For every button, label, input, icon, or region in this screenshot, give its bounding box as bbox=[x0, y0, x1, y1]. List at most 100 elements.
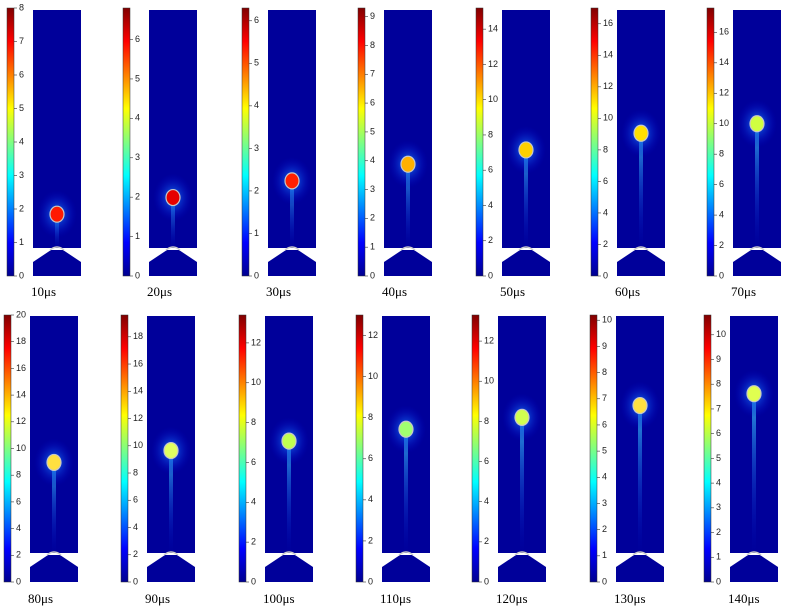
meniscus bbox=[746, 551, 762, 556]
time-label: 100μs bbox=[263, 591, 295, 606]
panel: 0 2 4 6 8 10 12 14 16 60μs bbox=[590, 7, 665, 299]
tick-label: 3 bbox=[370, 184, 375, 194]
tick-label: 4 bbox=[716, 477, 721, 487]
tick-label: 6 bbox=[16, 496, 21, 506]
tick-label: 6 bbox=[716, 428, 721, 438]
tick-label: 8 bbox=[133, 467, 138, 477]
tick-label: 4 bbox=[368, 494, 373, 504]
tick-label: 2 bbox=[16, 550, 21, 560]
droplet bbox=[746, 385, 762, 403]
tick-label: 2 bbox=[603, 239, 608, 249]
droplet bbox=[632, 396, 648, 415]
nozzle bbox=[730, 555, 778, 582]
colorbar bbox=[355, 314, 364, 583]
tick-label: 4 bbox=[16, 523, 21, 533]
tick-label: 6 bbox=[603, 176, 608, 186]
tick-label: 5 bbox=[135, 73, 140, 83]
time-label: 50μs bbox=[500, 284, 525, 299]
droplet bbox=[633, 124, 649, 142]
tick-label: 10 bbox=[719, 118, 729, 128]
nozzle bbox=[265, 555, 313, 582]
colorbar bbox=[706, 7, 715, 277]
time-label: 140μs bbox=[728, 591, 760, 606]
colorbar bbox=[589, 314, 598, 583]
time-label: 20μs bbox=[147, 284, 172, 299]
tick-label: 6 bbox=[251, 457, 256, 467]
tick-label: 14 bbox=[719, 57, 729, 67]
jet-tail bbox=[169, 450, 173, 553]
tick-label: 0 bbox=[716, 576, 721, 586]
tick-label: 14 bbox=[16, 389, 26, 399]
tick-label: 0 bbox=[16, 576, 21, 586]
meniscus bbox=[398, 551, 414, 556]
nozzle bbox=[616, 555, 664, 582]
tick-label: 8 bbox=[19, 2, 24, 12]
tick-label: 4 bbox=[603, 207, 608, 217]
time-label: 90μs bbox=[145, 591, 170, 606]
tick-label: 6 bbox=[368, 453, 373, 463]
meniscus bbox=[46, 551, 62, 556]
tick-label: 16 bbox=[719, 27, 729, 37]
tick-label: 6 bbox=[135, 34, 140, 44]
tick-label: 2 bbox=[251, 537, 256, 547]
tick-label: 3 bbox=[135, 152, 140, 162]
droplet bbox=[514, 408, 530, 426]
time-label: 110μs bbox=[380, 591, 411, 606]
tick-label: 8 bbox=[602, 367, 607, 377]
tick-label: 8 bbox=[370, 40, 375, 50]
tick-label: 7 bbox=[716, 403, 721, 413]
tick-label: 5 bbox=[254, 58, 259, 68]
colorbar bbox=[3, 314, 12, 583]
colorbar bbox=[6, 7, 15, 277]
tick-label: 2 bbox=[488, 235, 493, 245]
tick-label: 3 bbox=[254, 143, 259, 153]
tick-label: 8 bbox=[368, 412, 373, 422]
tick-label: 10 bbox=[133, 440, 143, 450]
tick-label: 0 bbox=[133, 576, 138, 586]
panel: 0 1 2 3 4 5 6 30μs bbox=[241, 7, 316, 299]
tick-label: 12 bbox=[368, 330, 378, 340]
time-label: 30μs bbox=[266, 284, 291, 299]
tick-label: 14 bbox=[603, 50, 613, 60]
tick-label: 18 bbox=[133, 331, 143, 341]
tick-label: 5 bbox=[370, 126, 375, 136]
tick-label: 0 bbox=[254, 270, 259, 280]
tick-label: 5 bbox=[602, 445, 607, 455]
tick-label: 0 bbox=[603, 270, 608, 280]
time-label: 10μs bbox=[31, 284, 56, 299]
droplet bbox=[284, 172, 300, 190]
tick-label: 12 bbox=[16, 416, 26, 426]
tick-label: 0 bbox=[19, 270, 24, 280]
tick-label: 4 bbox=[484, 496, 489, 506]
tick-label: 1 bbox=[135, 231, 140, 241]
meniscus bbox=[632, 551, 648, 556]
tick-label: 3 bbox=[602, 498, 607, 508]
tick-label: 16 bbox=[603, 18, 613, 28]
meniscus bbox=[633, 246, 649, 251]
meniscus bbox=[749, 246, 765, 251]
tick-label: 4 bbox=[719, 209, 724, 219]
tick-label: 8 bbox=[603, 144, 608, 154]
tick-label: 6 bbox=[602, 419, 607, 429]
nozzle bbox=[382, 555, 430, 582]
tick-label: 4 bbox=[135, 113, 140, 123]
panel: 0 2 4 6 8 10 12 14 50μs bbox=[475, 7, 550, 299]
tick-label: 10 bbox=[603, 113, 613, 123]
droplet bbox=[400, 155, 416, 173]
nozzle bbox=[33, 250, 81, 276]
tick-label: 5 bbox=[19, 103, 24, 113]
jet-tail bbox=[287, 441, 291, 553]
meniscus bbox=[165, 246, 181, 251]
tick-label: 3 bbox=[716, 502, 721, 512]
droplet bbox=[163, 441, 179, 460]
tick-label: 2 bbox=[370, 213, 375, 223]
tick-label: 2 bbox=[716, 527, 721, 537]
tick-label: 7 bbox=[602, 393, 607, 403]
droplet bbox=[49, 205, 65, 223]
tick-label: 4 bbox=[254, 100, 259, 110]
droplet bbox=[749, 115, 765, 133]
tick-label: 8 bbox=[484, 416, 489, 426]
tick-label: 2 bbox=[254, 185, 259, 195]
tick-label: 0 bbox=[370, 270, 375, 280]
